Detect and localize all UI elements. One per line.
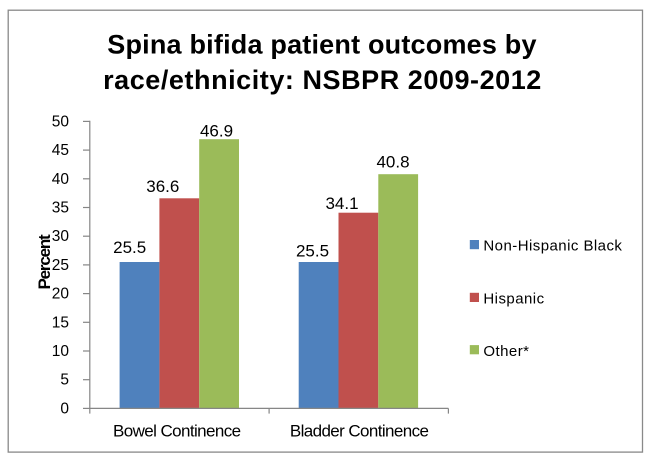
svg-text:25.5: 25.5 bbox=[113, 238, 146, 257]
svg-text:50: 50 bbox=[52, 113, 70, 130]
svg-text:Spina bifida patient outcomes: Spina bifida patient outcomes by bbox=[107, 30, 536, 60]
svg-text:10: 10 bbox=[52, 343, 70, 360]
svg-text:Hispanic: Hispanic bbox=[483, 290, 544, 307]
svg-text:5: 5 bbox=[60, 372, 69, 389]
svg-text:40: 40 bbox=[52, 171, 70, 188]
svg-text:30: 30 bbox=[52, 228, 70, 245]
svg-text:Percent: Percent bbox=[35, 234, 54, 290]
svg-text:25.5: 25.5 bbox=[296, 241, 329, 260]
svg-text:Other*: Other* bbox=[483, 343, 529, 360]
svg-text:race/ethnicity: NSBPR 2009-201: race/ethnicity: NSBPR 2009-2012 bbox=[103, 65, 542, 95]
svg-text:35: 35 bbox=[52, 200, 69, 217]
svg-text:46.9: 46.9 bbox=[200, 121, 233, 140]
svg-text:36.6: 36.6 bbox=[146, 177, 179, 196]
svg-text:15: 15 bbox=[52, 314, 69, 331]
svg-text:45: 45 bbox=[52, 142, 69, 159]
svg-text:40.8: 40.8 bbox=[376, 153, 409, 172]
svg-text:34.1: 34.1 bbox=[325, 194, 358, 213]
svg-text:Non-Hispanic Black: Non-Hispanic Black bbox=[483, 238, 622, 255]
svg-text:Bowel Continence: Bowel Continence bbox=[113, 422, 241, 441]
svg-text:25: 25 bbox=[52, 257, 69, 274]
svg-text:Bladder Continence: Bladder Continence bbox=[290, 422, 429, 441]
svg-text:20: 20 bbox=[52, 286, 70, 303]
svg-text:0: 0 bbox=[60, 400, 69, 417]
